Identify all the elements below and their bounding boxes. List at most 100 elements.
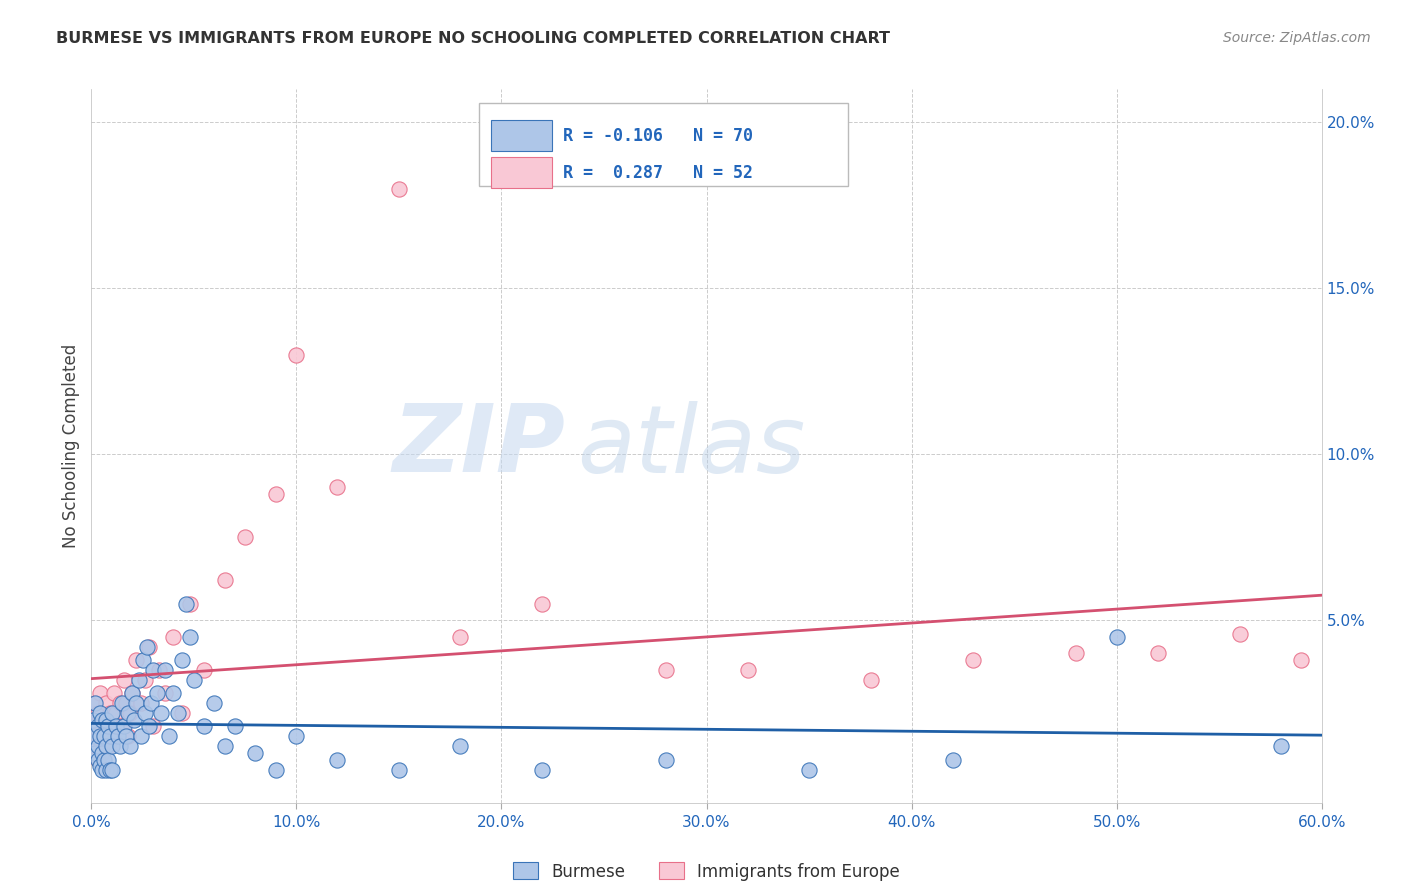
Point — [101, 739, 124, 754]
Point — [942, 753, 965, 767]
Point — [174, 597, 197, 611]
Point — [150, 706, 173, 721]
Point — [121, 686, 143, 700]
Point — [285, 348, 308, 362]
Point — [962, 653, 984, 667]
Point — [94, 719, 117, 733]
Point — [101, 706, 124, 721]
Point — [531, 763, 554, 777]
Point — [138, 640, 160, 654]
Point — [86, 753, 108, 767]
Point — [797, 763, 820, 777]
Point — [89, 706, 111, 721]
Point — [142, 663, 165, 677]
Point — [1105, 630, 1128, 644]
Point — [157, 730, 180, 744]
Point — [98, 763, 121, 777]
Point — [162, 686, 184, 700]
Point — [105, 719, 127, 733]
Point — [1064, 647, 1087, 661]
Point — [97, 753, 120, 767]
Point — [148, 663, 170, 677]
Text: BURMESE VS IMMIGRANTS FROM EUROPE NO SCHOOLING COMPLETED CORRELATION CHART: BURMESE VS IMMIGRANTS FROM EUROPE NO SCH… — [56, 31, 890, 46]
Point — [531, 597, 554, 611]
Point — [111, 719, 134, 733]
Point — [90, 746, 112, 760]
Point — [162, 630, 184, 644]
Point — [1270, 739, 1292, 754]
Point — [449, 630, 471, 644]
Point — [117, 706, 139, 721]
Point — [120, 739, 142, 754]
Point — [859, 673, 882, 687]
FancyBboxPatch shape — [491, 157, 551, 188]
Point — [82, 730, 104, 744]
Point — [388, 182, 411, 196]
Point — [245, 746, 267, 760]
Text: atlas: atlas — [578, 401, 806, 491]
Point — [108, 696, 131, 710]
Point — [142, 719, 165, 733]
Point — [285, 730, 308, 744]
Point — [449, 739, 471, 754]
Point — [128, 673, 150, 687]
Point — [105, 706, 127, 721]
Point — [233, 530, 256, 544]
Text: R = -0.106   N = 70: R = -0.106 N = 70 — [562, 127, 752, 145]
Point — [139, 696, 162, 710]
Point — [135, 640, 157, 654]
FancyBboxPatch shape — [491, 120, 551, 152]
Point — [326, 481, 349, 495]
Point — [94, 713, 117, 727]
Point — [202, 696, 225, 710]
Point — [101, 763, 124, 777]
Point — [170, 653, 193, 667]
Text: Source: ZipAtlas.com: Source: ZipAtlas.com — [1223, 31, 1371, 45]
Point — [134, 673, 156, 687]
Point — [125, 696, 148, 710]
Text: ZIP: ZIP — [392, 400, 565, 492]
Point — [129, 730, 152, 744]
Point — [82, 719, 104, 733]
Point — [89, 730, 111, 744]
Point — [146, 686, 169, 700]
Legend: Burmese, Immigrants from Europe: Burmese, Immigrants from Europe — [506, 855, 907, 888]
Point — [84, 746, 107, 760]
Point — [107, 730, 129, 744]
Point — [214, 739, 236, 754]
Point — [153, 663, 177, 677]
FancyBboxPatch shape — [479, 103, 848, 186]
Point — [120, 706, 142, 721]
Point — [86, 739, 108, 754]
Point — [89, 730, 111, 744]
Point — [183, 673, 205, 687]
Point — [94, 696, 117, 710]
Point — [121, 686, 143, 700]
Point — [264, 763, 287, 777]
Point — [193, 663, 215, 677]
Point — [84, 739, 107, 754]
Point — [90, 713, 112, 727]
Point — [129, 696, 152, 710]
Point — [1229, 626, 1251, 640]
Point — [179, 630, 201, 644]
Point — [90, 763, 112, 777]
Point — [193, 719, 215, 733]
Y-axis label: No Schooling Completed: No Schooling Completed — [62, 344, 80, 548]
Point — [94, 763, 117, 777]
Point — [86, 706, 108, 721]
Point — [153, 686, 177, 700]
Point — [112, 673, 135, 687]
Point — [89, 759, 111, 773]
Point — [101, 730, 124, 744]
Point — [117, 730, 139, 744]
Point — [224, 719, 246, 733]
Point — [90, 746, 112, 760]
Point — [93, 753, 115, 767]
Point — [124, 713, 146, 727]
Point — [107, 719, 129, 733]
Point — [97, 719, 120, 733]
Point — [654, 663, 676, 677]
Point — [111, 696, 134, 710]
Point — [131, 653, 153, 667]
